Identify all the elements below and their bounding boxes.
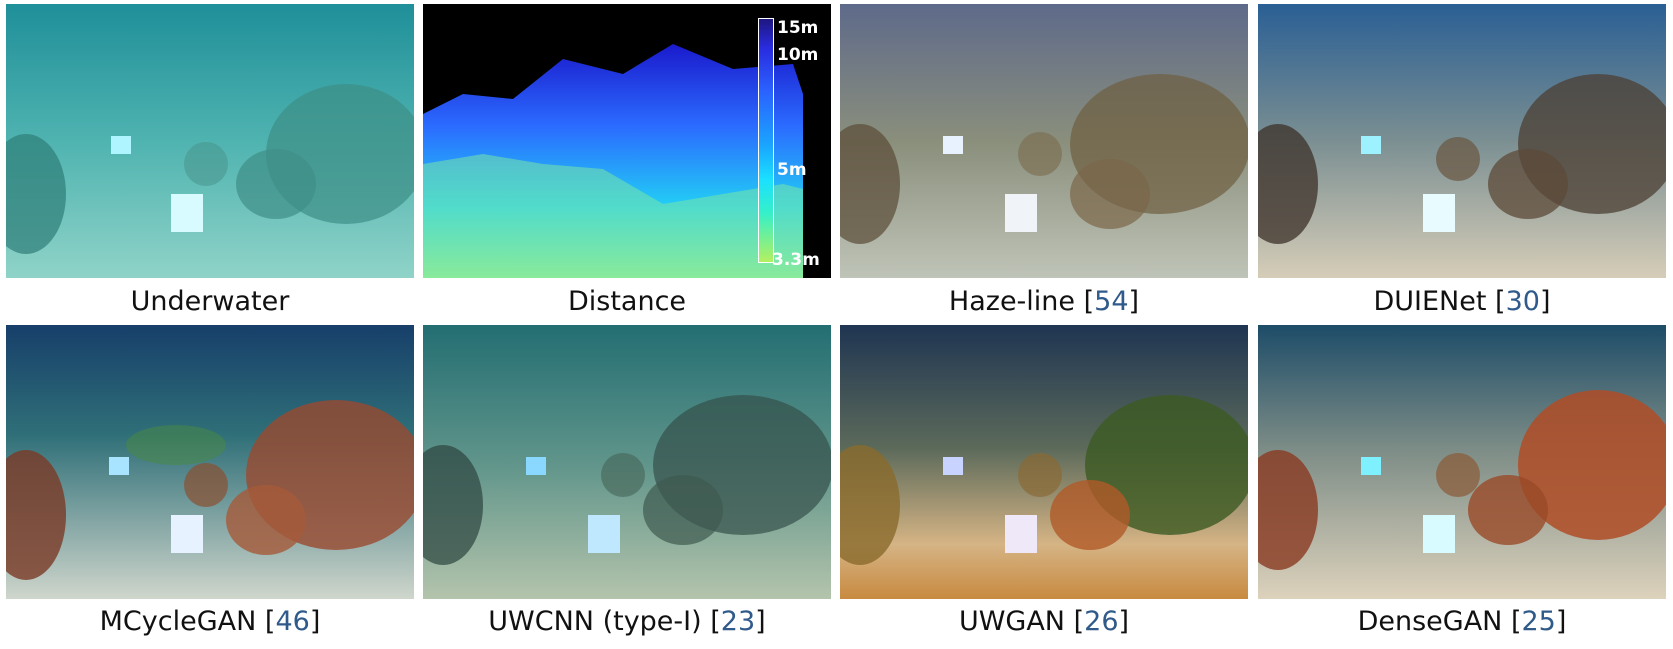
mcyclegan-result: [6, 325, 414, 599]
citation-ref: 30: [1505, 286, 1540, 317]
underwater-image: [6, 4, 414, 278]
duienet-result: [1258, 4, 1666, 278]
caption-duienet: DUIENet [30]: [1373, 286, 1551, 317]
haze-line-result: [840, 4, 1248, 278]
depth-tick-15m: 15m: [777, 18, 819, 38]
caption-uwcnn: UWCNN (type-I) [23]: [488, 606, 766, 637]
citation-ref: 54: [1094, 286, 1129, 317]
caption-underwater: Underwater: [130, 286, 290, 317]
caption-densegan: DenseGAN [25]: [1357, 606, 1567, 637]
citation-ref: 26: [1084, 606, 1119, 637]
caption-haze-line: Haze-line [54]: [948, 286, 1140, 317]
citation-ref: 25: [1521, 606, 1556, 637]
caption-uwgan: UWGAN [26]: [958, 606, 1130, 637]
depth-tick-5m: 5m: [777, 160, 807, 180]
citation-ref: 23: [720, 606, 756, 637]
caption-distance: Distance: [567, 286, 687, 317]
uwcnn-result: [423, 325, 831, 599]
citation-ref: 46: [275, 606, 310, 637]
depth-colorbar: [758, 18, 774, 263]
uwgan-result: [840, 325, 1248, 599]
depth-tick-10m: 10m: [777, 45, 819, 65]
caption-mcyclegan: MCycleGAN [46]: [99, 606, 321, 637]
depth-tick-3-3m: 3.3m: [772, 250, 820, 270]
densegan-result: [1258, 325, 1666, 599]
